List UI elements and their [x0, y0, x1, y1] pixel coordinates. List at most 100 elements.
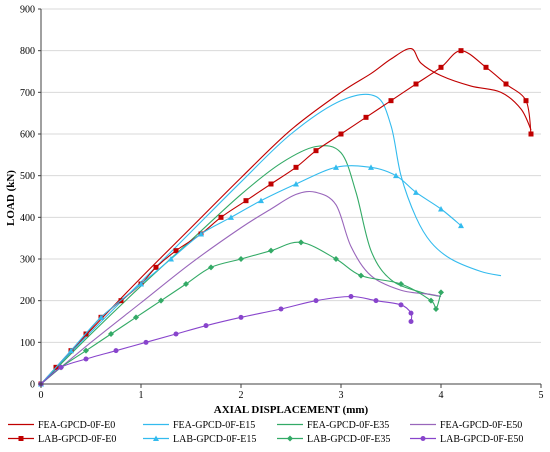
data-point — [408, 310, 414, 316]
data-point — [368, 164, 374, 170]
data-point — [68, 347, 74, 354]
data-point — [238, 256, 244, 262]
series-fea-gpcd-0f-e35 — [40, 145, 442, 385]
data-point — [113, 348, 119, 354]
legend-item: FEA-GPCD-0F-E0 — [8, 420, 115, 431]
y-tick-label: 900 — [20, 5, 35, 16]
y-tick-label: 500 — [20, 171, 35, 182]
data-point — [398, 302, 404, 308]
x-tick-label: 2 — [239, 390, 244, 401]
series-line — [40, 145, 442, 385]
data-point — [278, 306, 284, 312]
data-point — [298, 239, 304, 246]
legend-label: FEA-GPCD-0F-E35 — [307, 420, 389, 431]
legend-swatch-marker — [153, 435, 159, 441]
data-point — [133, 314, 139, 321]
series-line — [40, 295, 413, 385]
x-axis-title: AXIAL DISPLACEMENT (mm) — [214, 404, 369, 416]
legend-label: FEA-GPCD-0F-E0 — [38, 420, 115, 431]
data-point — [238, 314, 244, 320]
series-line — [40, 48, 532, 385]
data-point — [428, 297, 434, 304]
data-point — [528, 131, 534, 137]
data-point — [483, 64, 489, 70]
series-fea-gpcd-0f-e50 — [40, 190, 442, 385]
y-tick-label: 400 — [20, 213, 35, 224]
data-point — [293, 164, 299, 170]
legend-swatch-marker — [420, 436, 426, 441]
y-tick-label: 0 — [30, 380, 35, 391]
data-point — [143, 339, 149, 345]
data-point — [173, 331, 179, 337]
data-point — [268, 247, 274, 254]
data-point — [138, 281, 144, 287]
data-point — [228, 214, 234, 220]
legend-swatch-marker — [287, 435, 293, 442]
data-point — [183, 281, 189, 287]
data-point — [198, 231, 204, 237]
data-point — [98, 314, 104, 320]
legend: FEA-GPCD-0F-E0 FEA-GPCD-0F-E15 FEA-GPCD-0F… — [8, 420, 523, 445]
data-point — [398, 281, 404, 287]
y-tick-label: 600 — [20, 130, 35, 141]
data-point — [358, 272, 364, 279]
y-tick-label: 700 — [20, 88, 35, 99]
x-tick-label: 0 — [39, 390, 44, 401]
y-tick-label: 300 — [20, 255, 35, 266]
data-point — [333, 164, 339, 170]
data-point — [313, 298, 319, 304]
series-fea-gpcd-0f-e15 — [40, 93, 502, 385]
gridlines — [41, 8, 541, 343]
y-axis-title: LOAD (kN) — [5, 170, 17, 226]
data-point — [413, 189, 419, 195]
legend-label: FEA-GPCD-0F-E50 — [440, 420, 522, 431]
data-point — [243, 198, 249, 204]
data-point — [208, 264, 214, 271]
x-tick-label: 5 — [539, 390, 544, 401]
data-point — [408, 319, 414, 324]
data-point — [218, 214, 224, 220]
legend-item: FEA-GPCD-0F-E15 — [143, 420, 255, 431]
legend-item: FEA-GPCD-0F-E35 — [277, 420, 389, 431]
legend-swatch-marker — [18, 436, 24, 441]
data-point — [203, 323, 209, 329]
legend-item: FEA-GPCD-0F-E50 — [410, 420, 522, 431]
data-point — [363, 114, 369, 120]
legend-item: LAB-GPCD-0F-E15 — [143, 434, 256, 445]
legend-label: LAB-GPCD-0F-E50 — [440, 434, 523, 445]
data-point — [503, 81, 509, 87]
y-tick-label: 200 — [20, 296, 35, 307]
data-point — [413, 81, 419, 87]
data-point — [458, 222, 464, 229]
data-point — [438, 289, 444, 296]
data-point — [523, 98, 529, 104]
x-tick-label: 4 — [439, 390, 444, 401]
data-point — [168, 256, 174, 262]
data-point — [438, 206, 444, 212]
data-point — [158, 297, 164, 304]
axes: 0 100 200 300 400 500 600 700 800 900 0 1 2 3 4 5 — [20, 5, 544, 402]
legend-item: LAB-GPCD-0F-E35 — [277, 434, 390, 445]
y-tick-label: 800 — [20, 46, 35, 57]
data-point — [83, 347, 89, 354]
data-point — [458, 48, 464, 54]
y-tick-label: 100 — [20, 338, 35, 349]
series-group — [38, 48, 534, 387]
legend-label: LAB-GPCD-0F-E35 — [307, 434, 390, 445]
data-point — [58, 364, 64, 370]
data-point — [433, 306, 439, 312]
x-tick-label: 3 — [339, 390, 344, 401]
series-line — [40, 190, 442, 385]
data-point — [388, 98, 394, 104]
data-point — [438, 64, 444, 70]
data-point — [293, 181, 299, 187]
series-lab-gpcd-0f-e15 — [38, 164, 464, 387]
series-lab-gpcd-0f-e35 — [38, 239, 444, 387]
legend-label: FEA-GPCD-0F-E15 — [173, 420, 255, 431]
series-lab-gpcd-0f-e50 — [38, 294, 414, 387]
data-point — [258, 197, 264, 204]
data-point — [393, 172, 399, 179]
data-point — [373, 298, 379, 304]
series-line — [40, 165, 462, 385]
